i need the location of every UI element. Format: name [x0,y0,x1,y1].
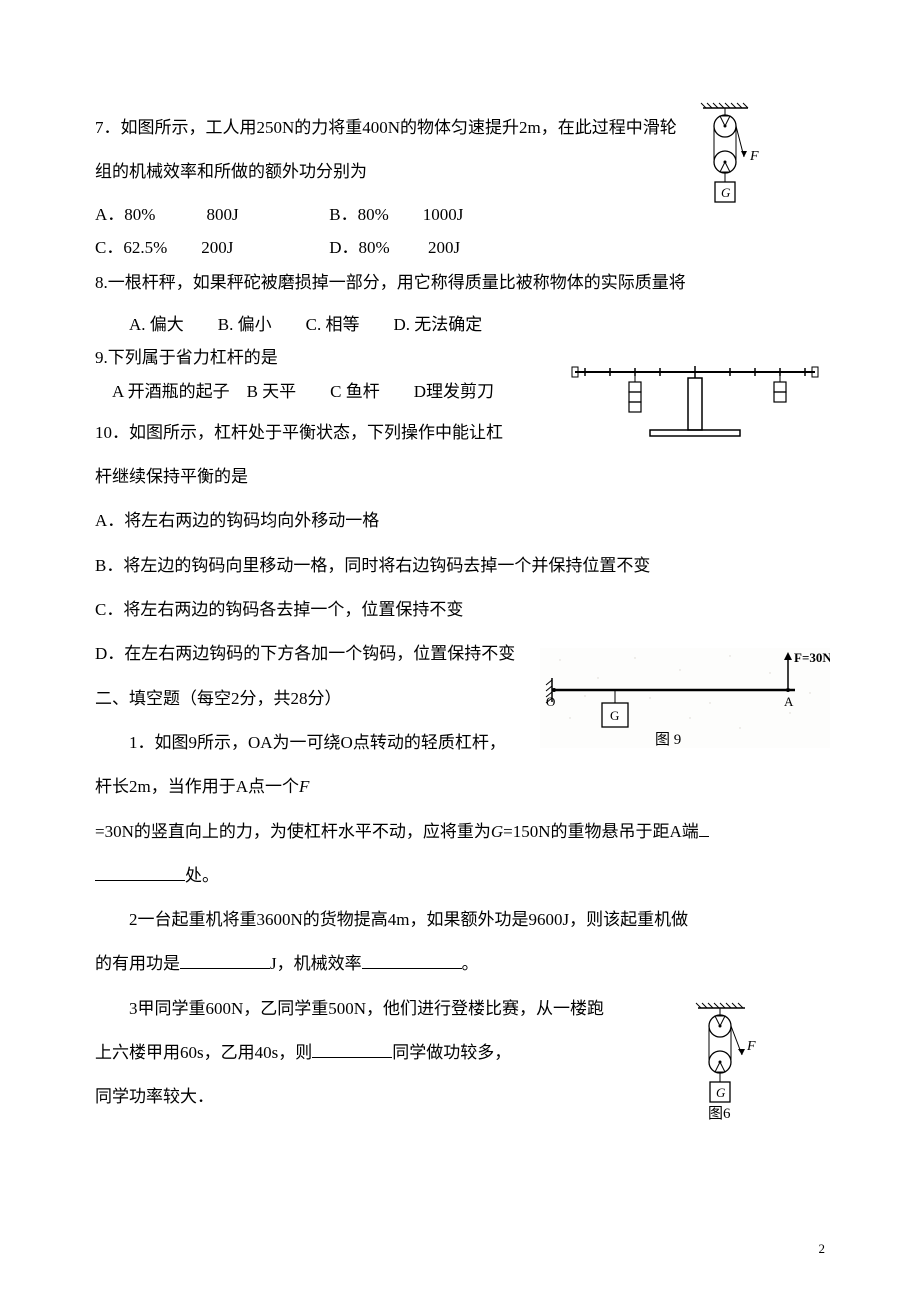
q7-opt-c: C．62.5% 200J [95,234,325,261]
q8-stem: 8.一根杆秤，如果秤砣被磨损掉一部分，用它称得质量比被称物体的实际质量将 [95,267,825,299]
page-number: 2 [819,1237,826,1262]
fig9-F-label: F=30N [794,650,830,665]
sec2-q1d-text: 处。 [185,866,219,885]
sec2-q2b-mid: J，机械效率 [270,954,362,973]
q7-opt-b: B．80% 1000J [329,201,463,228]
sec2-q3-a: 3甲同学重600N，乙同学重500N，他们进行登楼比赛，从一楼跑 [95,993,665,1025]
fig9-A-label: A [784,694,794,709]
blank-q2-1 [180,951,270,969]
fig9-caption: 图 9 [655,731,681,748]
q10-opt-a: A．将左右两边的钩码均向外移动一格 [95,505,825,537]
q10-opt-c: C．将左右两边的钩码各去掉一个，位置保持不变 [95,594,825,626]
q10-balance-figure [570,350,820,445]
sec2-q1-d: 处。 [95,860,825,892]
sec2-q1b-pre: 杆长2m，当作用于A点一个 [95,777,299,796]
sec2-q1-b: 杆长2m，当作用于A点一个F [95,771,825,803]
document-page: F G 7．如图所示，工人用250N的力将重400N的物体匀速提升2m，在此过程… [0,0,920,1302]
sec2-q3b-pre: 上六楼甲用60s，乙用40s，则 [95,1043,312,1062]
q7-pulley-figure: F G [698,102,768,212]
fig6-F-label: F [746,1039,756,1054]
sec2-q2b-post: 。 [462,954,479,973]
blank-q2-2 [362,951,462,969]
q7-opt-d: D．80% 200J [329,234,460,261]
fig9-G-label: G [610,708,619,723]
q7-G-label: G [721,185,731,200]
q10-stem-2: 杆继续保持平衡的是 [95,461,825,493]
sec2-q2b-pre: 的有用功是 [95,954,180,973]
q10-opt-b: B．将左边的钩码向里移动一格，同时将右边钩码去掉一个并保持位置不变 [95,550,825,582]
sec2-q1c-G: G [491,822,503,841]
sec2-q1-a: 1．如图9所示，OA为一可绕O点转动的轻质杠杆， [95,727,525,759]
blank-q1 [95,863,185,881]
sec2-q2-b: 的有用功是 J，机械效率 。 [95,948,825,980]
fig6-caption: 图6 [708,1105,731,1122]
sec2-q1b-F: F [299,777,309,796]
sec2-q1c-post: =150N的重物悬吊于距A端 [503,822,699,841]
q8-options: A. 偏大 B. 偏小 C. 相等 D. 无法确定 [95,311,825,338]
fig9-lever: F=30N O A G 图 9 [540,648,830,758]
fig6-G-label: G [716,1085,726,1100]
sec2-q1-c: =30N的竖直向上的力，为使杠杆水平不动，应将重为G=150N的重物悬吊于距A端 [95,816,825,848]
sec2-q1c-pre: =30N的竖直向上的力，为使杠杆水平不动，应将重为 [95,822,491,841]
sec2-q2-a: 2一台起重机将重3600N的货物提高4m，如果额外功是9600J，则该起重机做 [95,904,825,936]
q7-options-row2: C．62.5% 200J D．80% 200J [95,234,825,261]
fig6-pulley: F G 图6 [690,1000,770,1130]
q7-F-label: F [749,149,759,164]
blank-q3 [312,1040,392,1058]
q10-stem-1: 10．如图所示，杠杆处于平衡状态，下列操作中能让杠 [95,417,545,449]
sec2-q3b-post: 同学做功较多， [392,1043,511,1062]
blank-trailing-underscore [699,819,709,837]
fig9-O-label: O [546,694,555,709]
q7-opt-a: A．80% 800J [95,201,325,228]
